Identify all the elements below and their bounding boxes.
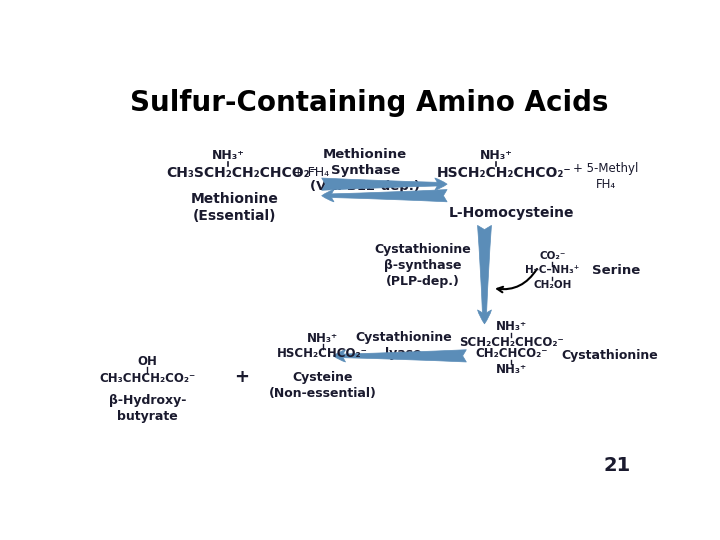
Text: +: + xyxy=(235,368,249,386)
Text: NH₃⁺: NH₃⁺ xyxy=(212,149,245,162)
FancyArrowPatch shape xyxy=(498,269,537,292)
Text: NH₃⁺: NH₃⁺ xyxy=(480,149,513,162)
Text: β-Hydroxy-
butyrate: β-Hydroxy- butyrate xyxy=(109,394,186,423)
Text: CO₂⁻: CO₂⁻ xyxy=(539,251,565,261)
Text: NH₃⁺: NH₃⁺ xyxy=(307,332,338,345)
Text: HSCH₂CH₂CHCO₂⁻: HSCH₂CH₂CHCO₂⁻ xyxy=(436,166,571,180)
Text: + FH₄: + FH₄ xyxy=(293,166,329,179)
Text: NH₃⁺: NH₃⁺ xyxy=(496,363,527,376)
Text: Serine: Serine xyxy=(593,264,641,277)
Text: CH₂CHCO₂⁻: CH₂CHCO₂⁻ xyxy=(475,347,548,360)
Text: L-Homocysteine: L-Homocysteine xyxy=(449,206,575,220)
Text: SCH₂CH₂CHCO₂⁻: SCH₂CH₂CHCO₂⁻ xyxy=(459,335,564,348)
Text: OH: OH xyxy=(138,355,157,368)
Text: H–C–NH₃⁺: H–C–NH₃⁺ xyxy=(525,265,580,275)
Text: CH₃SCH₂CH₂CHCO₂⁻: CH₃SCH₂CH₂CHCO₂⁻ xyxy=(166,166,318,180)
Text: Cystathionine: Cystathionine xyxy=(562,349,658,362)
Text: HSCH₂CHCO₂⁻: HSCH₂CHCO₂⁻ xyxy=(277,347,368,360)
Text: + 5-Methyl
FH₄: + 5-Methyl FH₄ xyxy=(573,162,639,191)
Text: Cysteine
(Non-essential): Cysteine (Non-essential) xyxy=(269,372,377,400)
Text: Cystathionine
β-synthase
(PLP-dep.): Cystathionine β-synthase (PLP-dep.) xyxy=(374,242,472,287)
Text: Methionine
(Essential): Methionine (Essential) xyxy=(190,192,278,223)
Text: Sulfur-Containing Amino Acids: Sulfur-Containing Amino Acids xyxy=(130,89,608,117)
Text: 21: 21 xyxy=(603,456,631,475)
Text: Cystathionine
lyase: Cystathionine lyase xyxy=(355,332,452,360)
Text: NH₃⁺: NH₃⁺ xyxy=(496,320,527,333)
Text: Methionine
Synthase
(Vit. B12-dep.): Methionine Synthase (Vit. B12-dep.) xyxy=(310,148,420,193)
Text: CH₂OH: CH₂OH xyxy=(533,280,572,290)
Text: CH₃CHCH₂CO₂⁻: CH₃CHCH₂CO₂⁻ xyxy=(99,372,195,384)
